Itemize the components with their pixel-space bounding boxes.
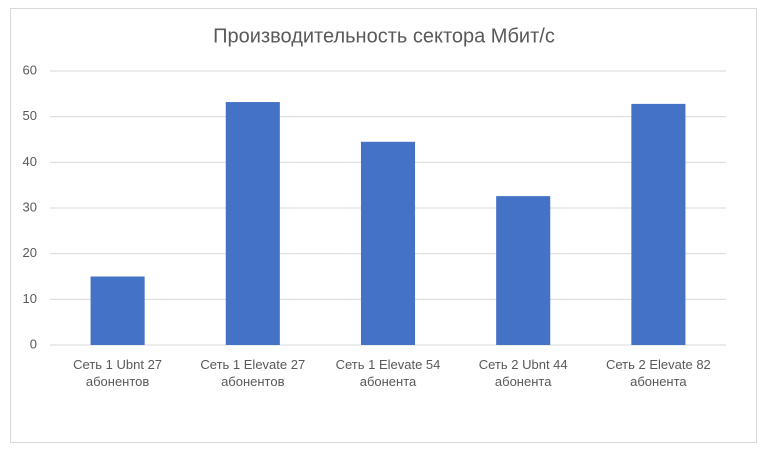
y-tick-label: 60	[23, 62, 37, 77]
y-tick-label: 50	[23, 108, 37, 123]
bar	[225, 102, 280, 345]
x-tick-label: Сеть 2 Elevate 82 абонента	[605, 357, 711, 389]
y-tick-label: 20	[23, 245, 37, 260]
x-tick-label: Сеть 1 Ubnt 27 абонентов	[73, 357, 163, 389]
bar	[360, 141, 416, 345]
x-tick-label: Сеть 1 Elevate 27 абонентов	[200, 357, 306, 389]
x-tick-label: Сеть 2 Ubnt 44 абонента	[478, 357, 568, 389]
y-tick-label: 30	[23, 199, 37, 214]
x-tick-label: Сеть 1 Elevate 54 абонента	[335, 357, 441, 389]
bar	[90, 276, 145, 345]
chart-title: Производительность сектора Мбит/с	[213, 25, 555, 47]
y-tick-label: 0	[30, 336, 37, 351]
y-tick-label: 40	[23, 154, 37, 169]
y-tick-label: 10	[23, 291, 37, 306]
bar	[631, 103, 686, 345]
bar	[496, 196, 551, 345]
